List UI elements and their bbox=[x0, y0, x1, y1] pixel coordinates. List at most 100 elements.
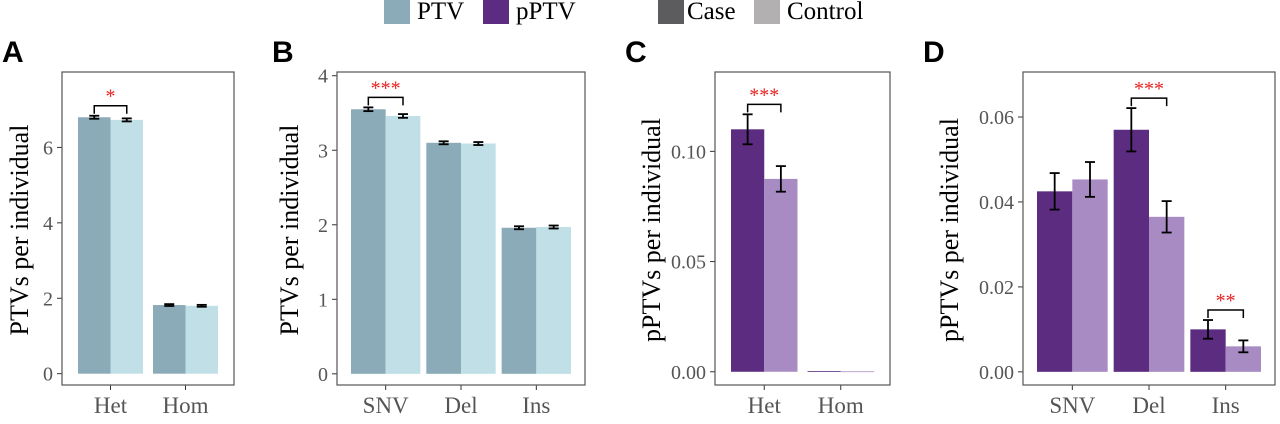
y-tick-label: 4 bbox=[43, 213, 53, 235]
error-bar-case-snv bbox=[363, 106, 374, 113]
x-tick-label: Hom bbox=[818, 393, 864, 418]
bar-control-ins bbox=[536, 227, 571, 374]
error-bar-control-het bbox=[775, 165, 786, 193]
panel-b: B PTVs per individual 0 1 2 3 4 SNV *** Del Ins bbox=[272, 36, 586, 418]
panel-a: A PTVs per individual 0 2 4 6 Het * Hom bbox=[2, 36, 235, 418]
bar-control-del bbox=[461, 143, 496, 374]
y-tick-label: 0.06 bbox=[979, 107, 1014, 129]
y-tick-label: 4 bbox=[318, 66, 328, 88]
bar-control-hom bbox=[185, 305, 218, 374]
significance-bracket-snv: *** bbox=[367, 77, 404, 106]
y-tick-label: 0.00 bbox=[979, 362, 1014, 384]
bracket-line bbox=[1207, 309, 1245, 319]
bar-case-hom bbox=[153, 305, 186, 374]
error-bar-case-ins bbox=[1203, 319, 1213, 340]
error-bar-case-snv bbox=[1049, 172, 1060, 211]
error-bar-control-het bbox=[121, 117, 132, 123]
bar-case-hom bbox=[807, 371, 841, 372]
bar-control-het bbox=[110, 119, 143, 374]
bar-case-del bbox=[1113, 129, 1149, 372]
panel-border bbox=[714, 71, 891, 386]
error-bar-case-het bbox=[89, 114, 100, 120]
bracket-line bbox=[746, 103, 782, 113]
significance-bracket-del: *** bbox=[1130, 78, 1168, 107]
panels: A PTVs per individual 0 2 4 6 Het * Hom B PTVs per… bbox=[2, 36, 1276, 418]
error-bar-case-del bbox=[438, 140, 449, 146]
y-axis-label: pPTVs per individual bbox=[637, 118, 666, 342]
panel-border bbox=[1022, 71, 1276, 386]
significance-bracket-ins: ** bbox=[1207, 290, 1245, 319]
error-bar-case-ins bbox=[514, 225, 524, 231]
y-tick-label: 0.04 bbox=[979, 192, 1014, 214]
x-tick-label: Del bbox=[1132, 393, 1165, 418]
x-tick-label: Ins bbox=[1212, 393, 1240, 418]
panel-border bbox=[61, 71, 235, 386]
x-tick-label: Del bbox=[444, 393, 477, 418]
significance-bracket-het: * bbox=[93, 86, 128, 114]
panel-border bbox=[336, 71, 586, 386]
error-bar-case-del bbox=[1126, 107, 1137, 153]
bar-control-hom bbox=[840, 371, 874, 373]
bar-case-snv bbox=[351, 109, 386, 374]
x-tick-label: SNV bbox=[363, 393, 409, 418]
bar-case-ins bbox=[501, 227, 537, 374]
x-tick-label: Hom bbox=[163, 393, 209, 418]
y-axis-label: PTVs per individual bbox=[5, 125, 34, 336]
legend-swatch-case bbox=[658, 0, 684, 24]
error-bar-control-snv bbox=[398, 113, 408, 119]
error-bar-control-ins bbox=[548, 224, 559, 230]
y-axis-label: PTVs per individual bbox=[275, 125, 304, 336]
significance-label: * bbox=[106, 86, 116, 108]
bar-case-het bbox=[731, 129, 765, 372]
error-bar-control-hom bbox=[196, 303, 207, 308]
error-bar-case-het bbox=[742, 113, 753, 146]
bracket-line bbox=[1130, 97, 1168, 107]
panel-letter: D bbox=[923, 36, 945, 69]
legend-label-control: Control bbox=[787, 0, 863, 25]
y-tick-label: 0.02 bbox=[979, 277, 1014, 299]
panel-letter: B bbox=[272, 36, 294, 69]
bar-case-het bbox=[78, 117, 111, 374]
significance-label: *** bbox=[749, 84, 779, 106]
y-tick-label: 0.10 bbox=[671, 141, 706, 163]
y-tick-label: 0 bbox=[318, 364, 328, 386]
error-bar-control-del bbox=[1161, 200, 1172, 234]
x-tick-label: SNV bbox=[1049, 393, 1095, 418]
error-bar-control-del bbox=[473, 141, 484, 146]
panel-letter: A bbox=[2, 36, 24, 69]
bar-control-het bbox=[764, 178, 798, 372]
bracket-line bbox=[367, 96, 404, 106]
legend-swatch-pptv bbox=[483, 0, 509, 24]
error-bar-control-ins bbox=[1238, 339, 1249, 354]
y-tick-label: 6 bbox=[43, 137, 53, 159]
panel-letter: C bbox=[625, 36, 647, 69]
y-tick-label: 1 bbox=[318, 289, 328, 311]
y-tick-label: 0.00 bbox=[671, 362, 706, 384]
y-tick-label: 2 bbox=[318, 215, 328, 237]
bar-control-snv bbox=[385, 115, 421, 374]
significance-label: *** bbox=[371, 77, 401, 99]
x-tick-label: Het bbox=[94, 393, 128, 418]
legend-swatch-control bbox=[754, 0, 780, 24]
y-tick-label: 0.05 bbox=[671, 252, 706, 274]
error-bar-case-hom bbox=[164, 303, 175, 307]
y-tick-label: 0 bbox=[43, 364, 53, 386]
bar-case-snv bbox=[1037, 191, 1073, 372]
significance-bracket-het: *** bbox=[746, 84, 782, 113]
y-axis-label: pPTVs per individual bbox=[935, 118, 964, 342]
bar-control-snv bbox=[1072, 179, 1108, 372]
significance-label: *** bbox=[1134, 78, 1164, 100]
legend-label-ptv: PTV bbox=[417, 0, 464, 25]
legend-swatch-ptv bbox=[384, 0, 410, 24]
legend-label-pptv: pPTV bbox=[516, 0, 576, 25]
y-tick-label: 3 bbox=[318, 140, 328, 162]
significance-label: ** bbox=[1216, 290, 1236, 312]
bracket-line bbox=[93, 104, 128, 114]
legend-label-case: Case bbox=[687, 0, 736, 25]
legend: PTV pPTV Case Control bbox=[384, 0, 863, 25]
x-tick-label: Het bbox=[748, 393, 782, 418]
error-bar-control-snv bbox=[1085, 161, 1095, 198]
